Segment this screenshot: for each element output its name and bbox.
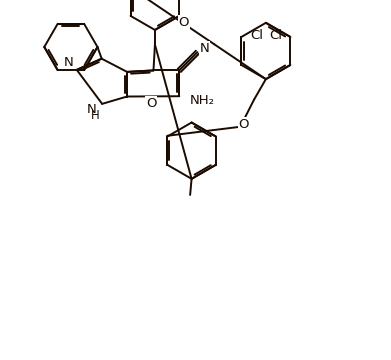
Text: Cl: Cl (250, 29, 263, 42)
Text: NH₂: NH₂ (190, 94, 214, 107)
Text: O: O (239, 118, 249, 131)
Text: N: N (63, 56, 73, 69)
Text: O: O (146, 97, 156, 110)
Text: Cl: Cl (269, 29, 282, 42)
Text: N: N (200, 42, 209, 55)
Text: O: O (179, 16, 189, 29)
Text: N: N (86, 103, 96, 116)
Text: H: H (91, 109, 99, 122)
